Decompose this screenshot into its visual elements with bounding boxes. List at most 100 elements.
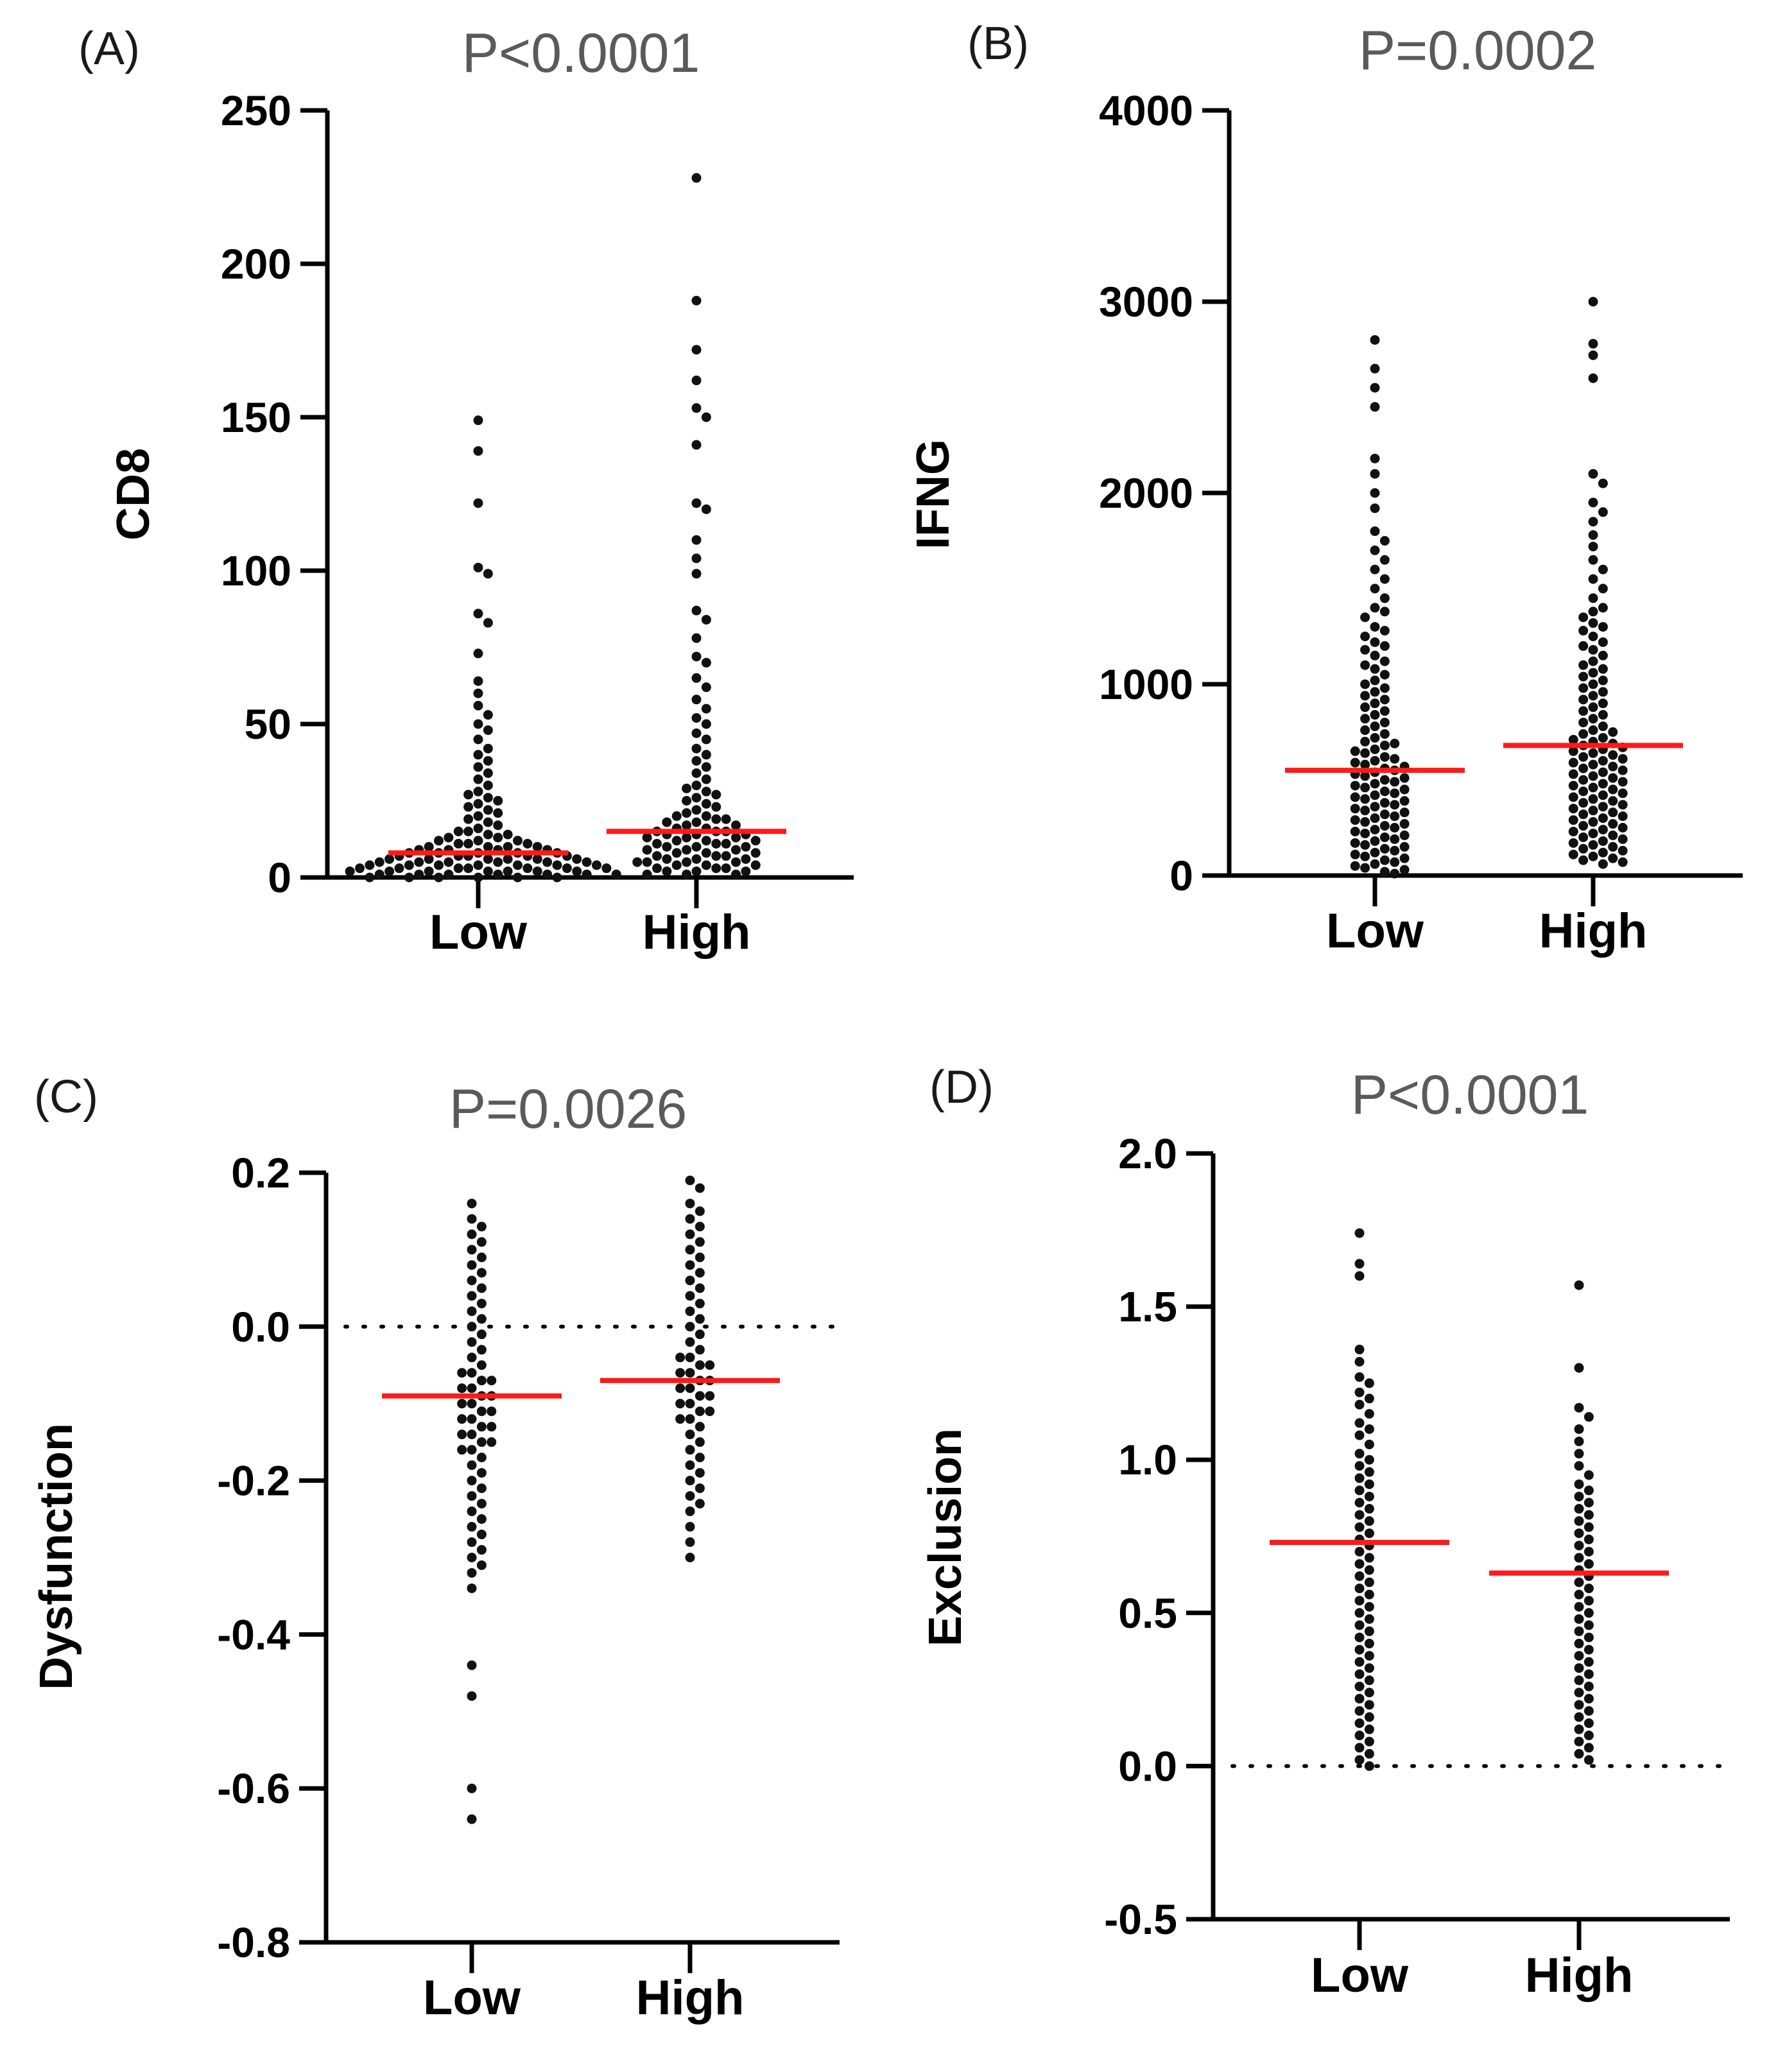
data-point bbox=[685, 1445, 695, 1455]
data-point bbox=[572, 854, 582, 864]
data-point bbox=[463, 838, 474, 849]
data-point bbox=[701, 762, 711, 772]
data-point bbox=[473, 799, 483, 809]
data-point bbox=[552, 860, 562, 870]
data-point bbox=[1588, 759, 1598, 770]
data-point bbox=[1364, 1651, 1374, 1661]
data-point bbox=[695, 1406, 705, 1417]
data-point bbox=[1379, 574, 1390, 584]
data-point bbox=[476, 1299, 487, 1309]
data-point bbox=[1350, 781, 1360, 791]
data-point bbox=[453, 826, 463, 836]
data-point bbox=[453, 838, 463, 849]
data-point bbox=[1578, 809, 1589, 820]
data-point bbox=[691, 553, 702, 564]
data-point bbox=[1379, 706, 1390, 716]
data-point bbox=[685, 1198, 695, 1209]
data-point bbox=[1390, 800, 1400, 810]
data-point bbox=[1568, 792, 1578, 802]
panel-label: (C) bbox=[34, 1071, 98, 1123]
data-point bbox=[483, 755, 493, 766]
panel-label: (D) bbox=[929, 1062, 994, 1113]
data-point bbox=[682, 869, 692, 879]
data-point bbox=[711, 802, 721, 812]
y-tick-label: 50 bbox=[245, 700, 291, 748]
data-point bbox=[467, 1368, 477, 1378]
data-point bbox=[691, 768, 702, 778]
data-point bbox=[424, 842, 434, 852]
data-point bbox=[691, 817, 702, 827]
data-point bbox=[453, 863, 463, 874]
data-point bbox=[1370, 802, 1380, 812]
data-point bbox=[682, 808, 692, 818]
data-point bbox=[476, 1545, 487, 1555]
data-point bbox=[1598, 687, 1608, 697]
data-point bbox=[1354, 1271, 1365, 1281]
data-point bbox=[1364, 1491, 1374, 1501]
data-point bbox=[467, 1814, 477, 1824]
data-point bbox=[1588, 350, 1598, 360]
data-point bbox=[1370, 732, 1380, 743]
data-point bbox=[1379, 669, 1390, 680]
data-point bbox=[476, 1329, 487, 1340]
data-point bbox=[542, 857, 553, 867]
data-point bbox=[365, 872, 375, 883]
data-point bbox=[1584, 1534, 1594, 1544]
data-point bbox=[1574, 1626, 1584, 1636]
data-point bbox=[691, 673, 702, 683]
data-point bbox=[701, 786, 711, 797]
data-point bbox=[691, 728, 702, 738]
data-point bbox=[1360, 863, 1370, 873]
data-point bbox=[493, 857, 503, 867]
data-point bbox=[1598, 790, 1608, 800]
data-point bbox=[682, 833, 692, 843]
data-point bbox=[467, 1352, 477, 1363]
data-point bbox=[1578, 612, 1589, 623]
data-point bbox=[1354, 1510, 1365, 1520]
data-point bbox=[467, 1306, 477, 1317]
data-point bbox=[1370, 779, 1380, 789]
data-point bbox=[1399, 796, 1410, 806]
data-point bbox=[1390, 857, 1400, 867]
data-point bbox=[467, 1522, 477, 1532]
data-point bbox=[1578, 626, 1589, 636]
y-tick-label: 4000 bbox=[1099, 87, 1193, 134]
data-point bbox=[691, 805, 702, 815]
data-point bbox=[682, 783, 692, 793]
data-point bbox=[685, 1306, 695, 1317]
data-point bbox=[473, 498, 483, 508]
data-point bbox=[1354, 1522, 1365, 1532]
data-point bbox=[483, 725, 493, 736]
data-point bbox=[731, 820, 741, 831]
data-point bbox=[1588, 497, 1598, 508]
data-point bbox=[493, 869, 503, 879]
data-point bbox=[662, 817, 672, 827]
data-point bbox=[1618, 811, 1628, 822]
data-point bbox=[1578, 695, 1589, 705]
data-point bbox=[1618, 754, 1628, 764]
data-point bbox=[1598, 847, 1608, 858]
data-point bbox=[1364, 1601, 1374, 1612]
data-point bbox=[695, 1483, 705, 1494]
data-point bbox=[473, 415, 483, 426]
data-point bbox=[705, 1406, 715, 1417]
data-point bbox=[691, 854, 702, 864]
data-point bbox=[1370, 564, 1380, 574]
data-point bbox=[503, 854, 513, 864]
data-point bbox=[1379, 786, 1390, 797]
data-point bbox=[1574, 1541, 1584, 1551]
data-point bbox=[467, 1291, 477, 1301]
y-tick-label: 2.0 bbox=[1118, 1130, 1177, 1177]
data-point bbox=[483, 829, 493, 840]
data-point bbox=[701, 860, 711, 870]
data-point bbox=[1588, 339, 1598, 349]
data-point bbox=[384, 854, 395, 864]
data-point bbox=[1370, 859, 1380, 869]
data-point bbox=[463, 802, 474, 812]
y-tick-label: 0.5 bbox=[1118, 1589, 1177, 1637]
data-point bbox=[1574, 1675, 1584, 1686]
data-point bbox=[1360, 736, 1370, 747]
data-point bbox=[467, 1507, 477, 1517]
data-point bbox=[662, 842, 672, 852]
data-point bbox=[685, 1476, 695, 1486]
